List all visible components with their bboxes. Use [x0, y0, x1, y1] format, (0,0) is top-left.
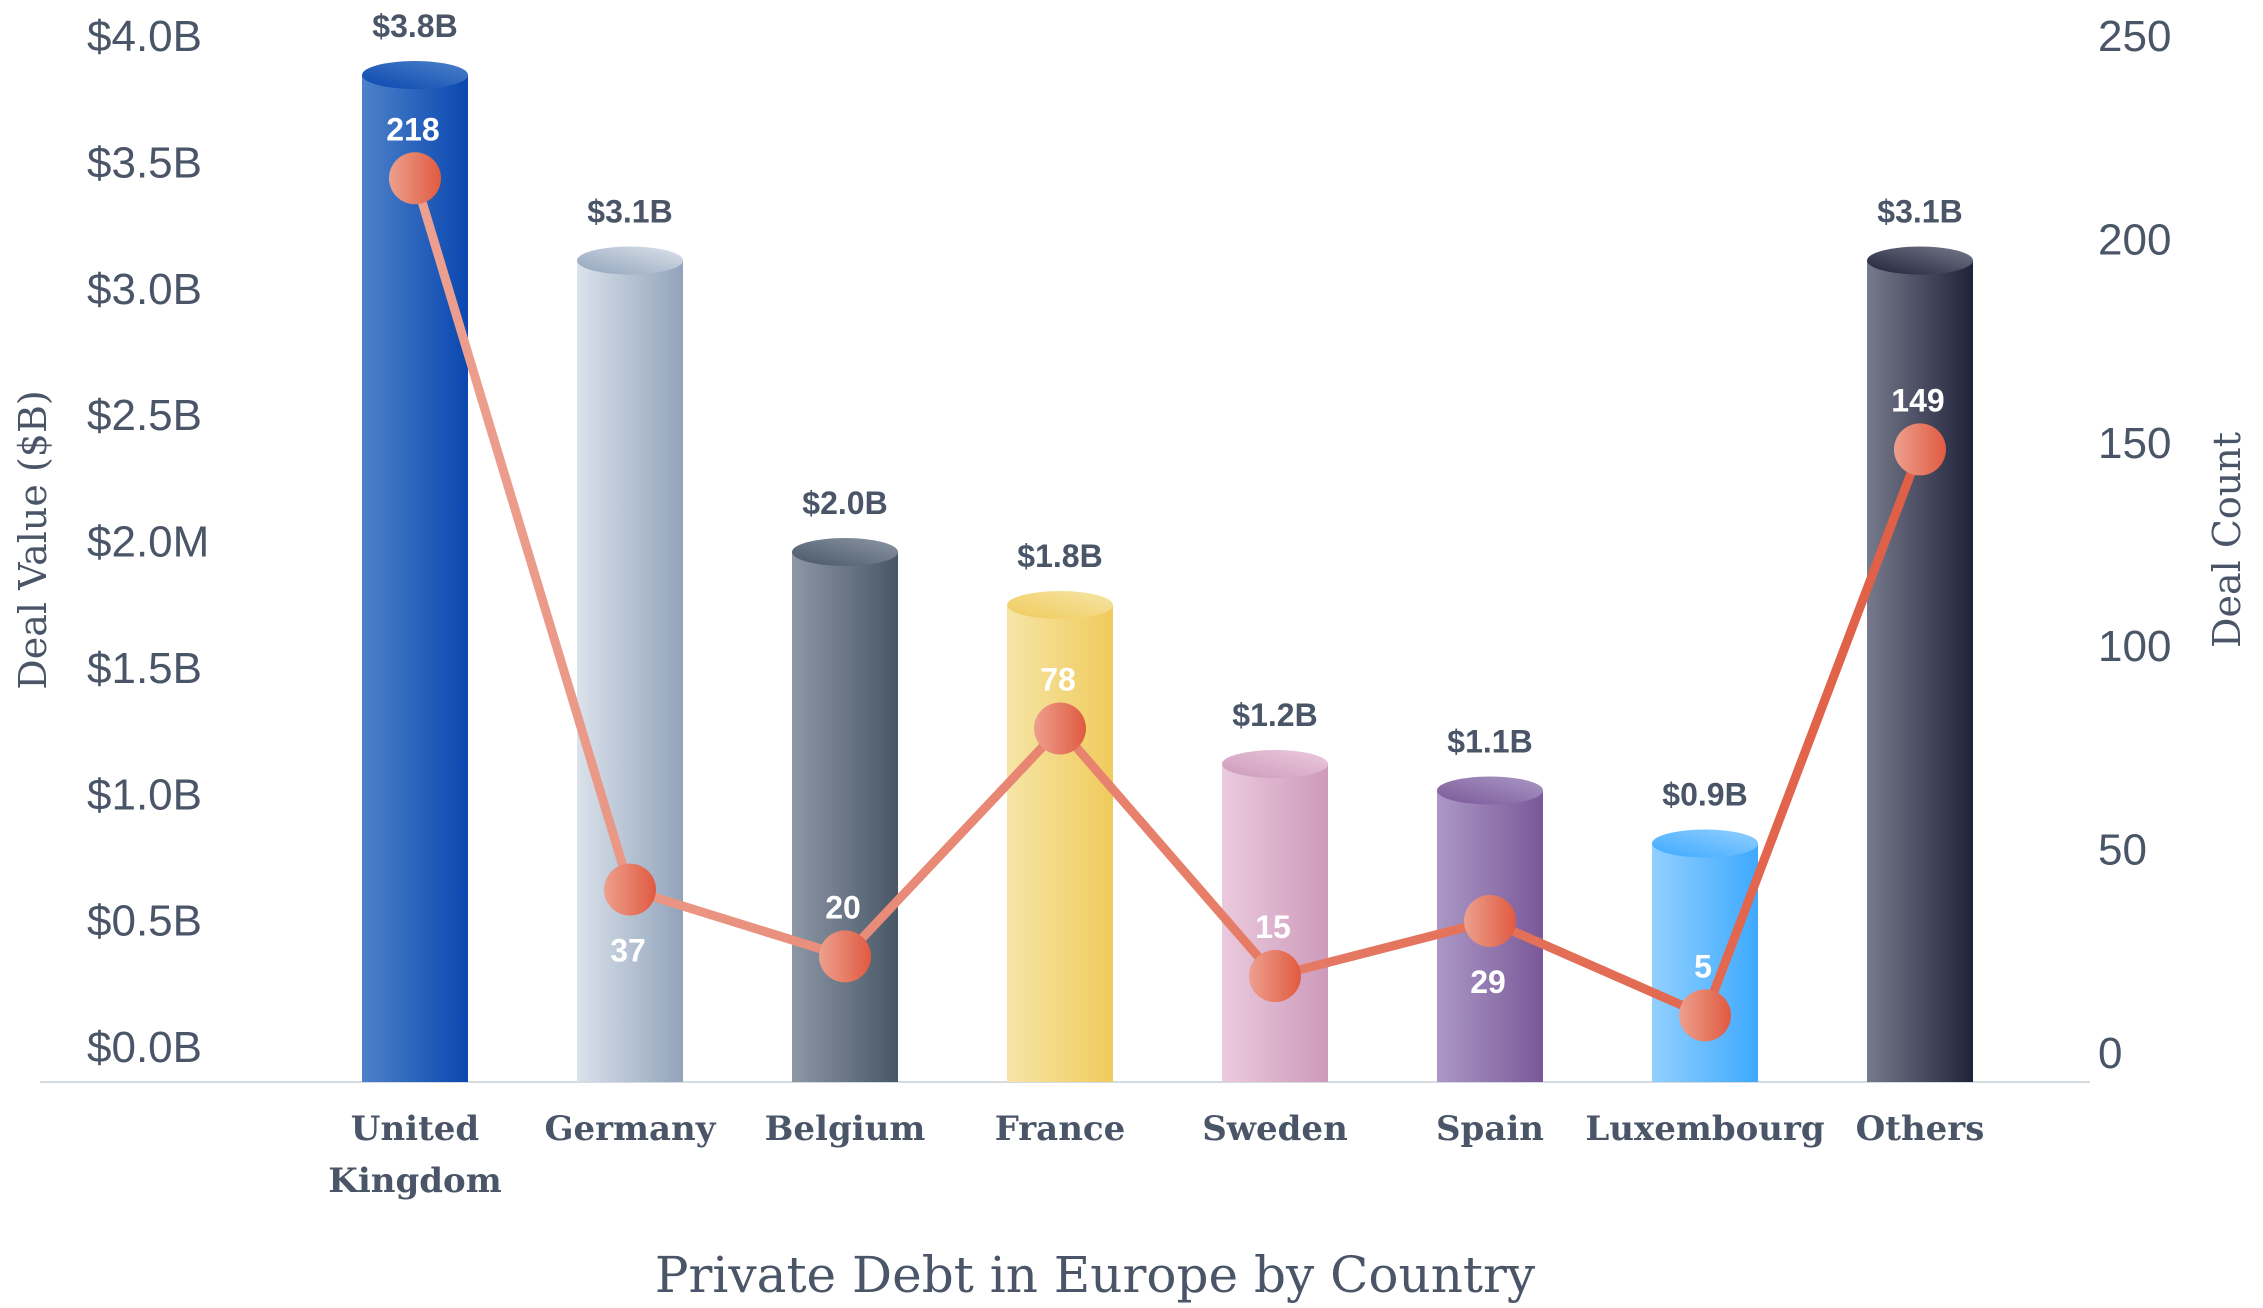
bar-top [1222, 750, 1328, 778]
deal-count-point [1464, 895, 1516, 948]
category-label: Germany [544, 1109, 716, 1149]
bar-top [1867, 246, 1973, 275]
left-tick-label: $4.0B [87, 12, 202, 61]
category-label: United [351, 1109, 479, 1149]
deal-count-label: 149 [1891, 382, 1944, 418]
bar-value-label: $3.8B [372, 8, 457, 44]
deal-count-point [604, 863, 656, 916]
deal-count-point [1034, 702, 1086, 755]
left-tick-label: $2.5B [87, 391, 202, 440]
left-tick-label: $2.0M [87, 518, 209, 567]
left-tick-label: $3.0B [87, 265, 202, 314]
deal-count-label: 37 [610, 933, 646, 969]
deal-count-point [1249, 950, 1301, 1003]
left-tick-label: $1.5B [87, 644, 202, 693]
bar [1222, 764, 1328, 1082]
category-label: Luxembourg [1585, 1109, 1824, 1149]
bar [792, 552, 898, 1082]
deal-count-label: 78 [1040, 661, 1076, 697]
left-tick-label: $0.0B [87, 1023, 202, 1072]
bar-top [577, 246, 683, 275]
bar-value-label: $3.1B [1877, 194, 1962, 230]
bar-top [362, 61, 468, 89]
bar-value-label: $0.9B [1662, 777, 1747, 813]
bar-top [792, 538, 898, 566]
left-tick-label: $1.0B [87, 770, 202, 819]
left-tick-label: $0.5B [87, 897, 202, 946]
deal-count-point [389, 152, 441, 205]
bar-top [1007, 591, 1113, 619]
bar-value-label: $1.2B [1232, 697, 1317, 733]
right-tick-label: 150 [2098, 419, 2171, 468]
chart-title: Private Debt in Europe by Country [655, 1246, 1536, 1304]
bar-top [1652, 829, 1758, 858]
left-axis-title: Deal Value ($B) [11, 390, 55, 689]
bar [1007, 605, 1113, 1082]
deal-count-label: 20 [825, 889, 861, 925]
deal-count-point [1894, 423, 1946, 476]
right-tick-label: 200 [2098, 215, 2171, 264]
category-label: Others [1856, 1109, 1985, 1149]
deal-count-label: 29 [1470, 964, 1506, 1000]
category-label: France [995, 1109, 1126, 1149]
deal-count-point [1679, 989, 1731, 1042]
bar-value-label: $2.0B [802, 485, 887, 521]
deal-count-point [819, 930, 871, 983]
deal-count-label: 5 [1694, 948, 1712, 984]
right-axis-title: Deal Count [2205, 432, 2249, 648]
right-tick-label: 250 [2098, 12, 2171, 61]
bar-value-label: $1.1B [1447, 724, 1532, 760]
right-tick-label: 100 [2098, 622, 2171, 671]
right-tick-label: 50 [2098, 826, 2147, 875]
bar [362, 75, 468, 1082]
deal-count-label: 15 [1255, 909, 1291, 945]
deal-count-line [410, 176, 1925, 1020]
bar [1652, 843, 1758, 1082]
category-label: Sweden [1202, 1109, 1348, 1149]
left-tick-label: $3.5B [87, 138, 202, 187]
bar [577, 260, 683, 1082]
category-label: Spain [1436, 1109, 1544, 1149]
bar [1867, 260, 1973, 1082]
bar-top [1437, 776, 1543, 805]
bar-value-label: $1.8B [1017, 538, 1102, 574]
right-tick-label: 0 [2098, 1029, 2122, 1078]
deal-count-label: 218 [386, 111, 439, 147]
bar-value-label: $3.1B [587, 194, 672, 230]
category-label: Belgium [765, 1109, 926, 1149]
category-label: Kingdom [328, 1161, 501, 1201]
